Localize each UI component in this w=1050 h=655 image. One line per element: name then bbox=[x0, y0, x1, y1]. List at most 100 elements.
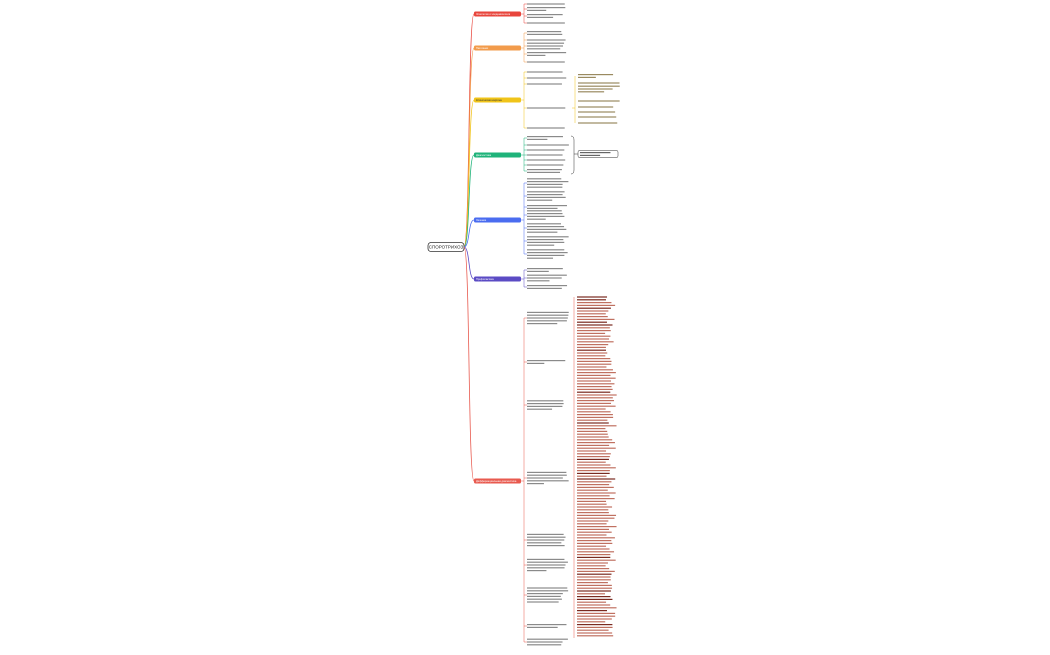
text-line bbox=[577, 517, 615, 519]
text-line bbox=[527, 545, 565, 547]
text-line bbox=[527, 226, 565, 228]
text-line bbox=[527, 213, 563, 215]
text-line bbox=[577, 332, 606, 334]
text-line bbox=[577, 355, 606, 357]
branch-label: Диагностика bbox=[476, 153, 492, 157]
text-line bbox=[577, 411, 611, 413]
text-line bbox=[577, 481, 612, 483]
text-line bbox=[577, 416, 614, 418]
connector bbox=[463, 47, 475, 248]
text-line bbox=[577, 534, 607, 536]
text-line bbox=[527, 641, 563, 643]
text-line bbox=[527, 71, 563, 73]
text-line bbox=[577, 632, 613, 634]
text-line bbox=[527, 181, 569, 183]
text-line bbox=[577, 526, 617, 528]
text-line bbox=[527, 183, 563, 185]
text-line bbox=[527, 311, 569, 313]
text-line bbox=[527, 3, 565, 5]
text-line bbox=[527, 77, 567, 79]
text-line bbox=[527, 178, 562, 180]
text-line bbox=[577, 540, 612, 542]
text-line bbox=[577, 484, 610, 486]
bracket bbox=[521, 4, 525, 23]
text-line bbox=[577, 388, 613, 390]
text-line bbox=[527, 268, 563, 270]
text-line bbox=[527, 570, 547, 572]
bracket bbox=[521, 72, 525, 128]
text-line bbox=[527, 403, 564, 405]
text-line bbox=[527, 83, 562, 85]
text-line bbox=[577, 383, 615, 385]
text-line bbox=[577, 486, 614, 488]
text-line bbox=[527, 164, 564, 166]
text-line bbox=[578, 100, 620, 102]
branch-node bbox=[474, 11, 521, 17]
text-line bbox=[527, 257, 554, 259]
text-line bbox=[577, 374, 611, 376]
branch-label: Этиология и эпидемиология bbox=[476, 12, 511, 16]
bracket bbox=[521, 138, 525, 171]
text-line bbox=[577, 579, 611, 581]
text-line bbox=[577, 489, 608, 491]
text-line bbox=[580, 152, 611, 154]
text-line bbox=[527, 7, 566, 9]
text-line bbox=[577, 498, 615, 500]
text-line bbox=[577, 439, 613, 441]
text-line bbox=[577, 366, 607, 368]
text-line bbox=[577, 523, 607, 525]
text-line bbox=[527, 249, 565, 251]
summary-box bbox=[577, 150, 619, 158]
text-line bbox=[577, 576, 611, 578]
text-line bbox=[578, 74, 614, 76]
text-line bbox=[577, 436, 609, 438]
text-line bbox=[577, 565, 606, 567]
text-line bbox=[527, 270, 549, 272]
text-line bbox=[577, 562, 608, 564]
text-line bbox=[577, 464, 611, 466]
text-line bbox=[527, 274, 567, 276]
branch-node bbox=[474, 478, 521, 484]
text-line bbox=[527, 567, 565, 569]
text-line bbox=[577, 604, 611, 606]
text-line bbox=[527, 169, 562, 171]
text-line bbox=[527, 231, 558, 233]
text-line bbox=[578, 85, 620, 87]
text-line bbox=[577, 615, 616, 617]
text-line bbox=[577, 601, 607, 603]
text-line bbox=[577, 512, 609, 514]
text-line bbox=[577, 635, 614, 637]
text-line bbox=[577, 447, 616, 449]
text-line bbox=[577, 372, 616, 374]
text-line bbox=[580, 154, 601, 156]
branch-node bbox=[474, 97, 521, 103]
text-line bbox=[527, 191, 565, 193]
connector bbox=[463, 246, 475, 482]
text-line bbox=[527, 277, 562, 279]
branch-node bbox=[474, 152, 521, 158]
text-line bbox=[527, 400, 564, 402]
text-line bbox=[577, 433, 608, 435]
bracket bbox=[521, 318, 525, 642]
text-line bbox=[577, 568, 610, 570]
text-line bbox=[527, 483, 544, 485]
text-line bbox=[527, 159, 566, 161]
text-line bbox=[577, 587, 613, 589]
text-line bbox=[577, 509, 609, 511]
text-line bbox=[527, 52, 567, 54]
text-line bbox=[527, 533, 564, 535]
text-line bbox=[577, 618, 612, 620]
text-line bbox=[577, 456, 610, 458]
text-line bbox=[527, 31, 562, 33]
text-line bbox=[577, 442, 615, 444]
text-line bbox=[577, 321, 607, 323]
text-line bbox=[577, 400, 615, 402]
text-line bbox=[527, 244, 555, 246]
text-line bbox=[527, 320, 567, 322]
text-line bbox=[577, 402, 612, 404]
text-line bbox=[577, 363, 612, 365]
text-line bbox=[527, 601, 559, 603]
text-line bbox=[527, 280, 550, 282]
